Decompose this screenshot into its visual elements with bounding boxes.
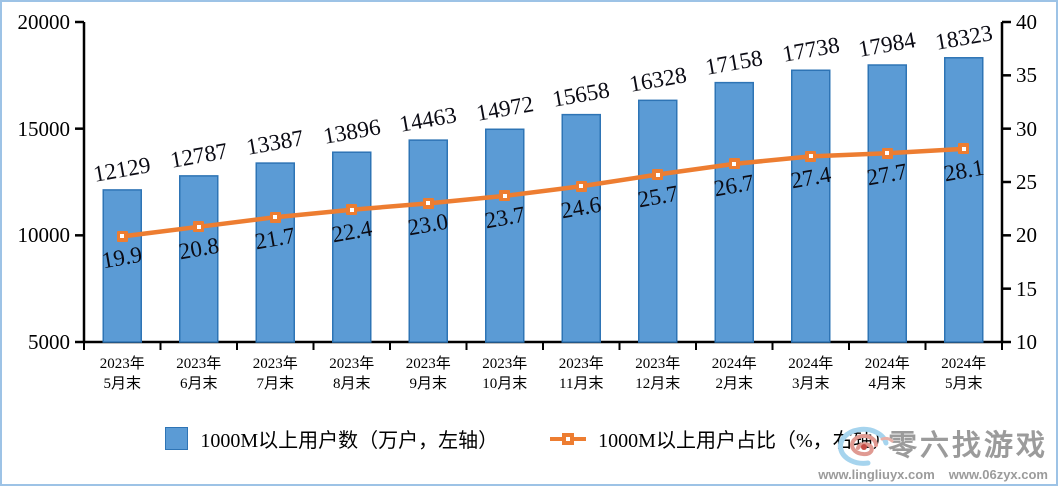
legend: 1000M以上用户数（万户，左轴） 1000M以上用户占比（%，右轴） bbox=[2, 424, 1056, 453]
bar-1000m-users bbox=[255, 162, 295, 343]
legend-line-square bbox=[562, 432, 575, 445]
bar-1000m-users bbox=[791, 69, 831, 343]
bar-1000m-users bbox=[332, 151, 372, 343]
watermark-url-lingliuyx: www.lingliuyx.com bbox=[818, 467, 935, 482]
ratio-line bbox=[120, 146, 966, 239]
bar-1000m-users bbox=[408, 139, 448, 343]
watermark-swirl-logo-icon bbox=[832, 425, 894, 467]
watermark: 零六找游戏 www.lingliuyx.com www.06zyx.com bbox=[818, 426, 1048, 482]
bar-1000m-users bbox=[485, 128, 525, 343]
bar-1000m-users bbox=[179, 175, 219, 343]
bar-1000m-users bbox=[561, 113, 601, 343]
legend-bar-label: 1000M以上用户数（万户，左轴） bbox=[200, 430, 499, 452]
legend-item-users: 1000M以上用户数（万户，左轴） bbox=[165, 424, 498, 453]
legend-line-label: 1000M以上用户占比（%，右轴） bbox=[598, 430, 893, 452]
bar-1000m-users bbox=[638, 99, 678, 343]
legend-line-swatch-icon bbox=[550, 432, 587, 445]
bar-1000m-users bbox=[867, 64, 907, 343]
bar-1000m-users bbox=[102, 189, 142, 343]
legend-bar-swatch-icon bbox=[165, 427, 189, 450]
bar-1000m-users bbox=[944, 57, 984, 343]
bar-1000m-users bbox=[714, 81, 754, 343]
watermark-title: 零六找游戏 bbox=[887, 430, 1048, 462]
legend-item-ratio: 1000M以上用户占比（%，右轴） bbox=[550, 424, 893, 453]
watermark-url-06zyx: www.06zyx.com bbox=[948, 467, 1048, 482]
watermark-urls: www.lingliuyx.com www.06zyx.com bbox=[818, 467, 1048, 482]
